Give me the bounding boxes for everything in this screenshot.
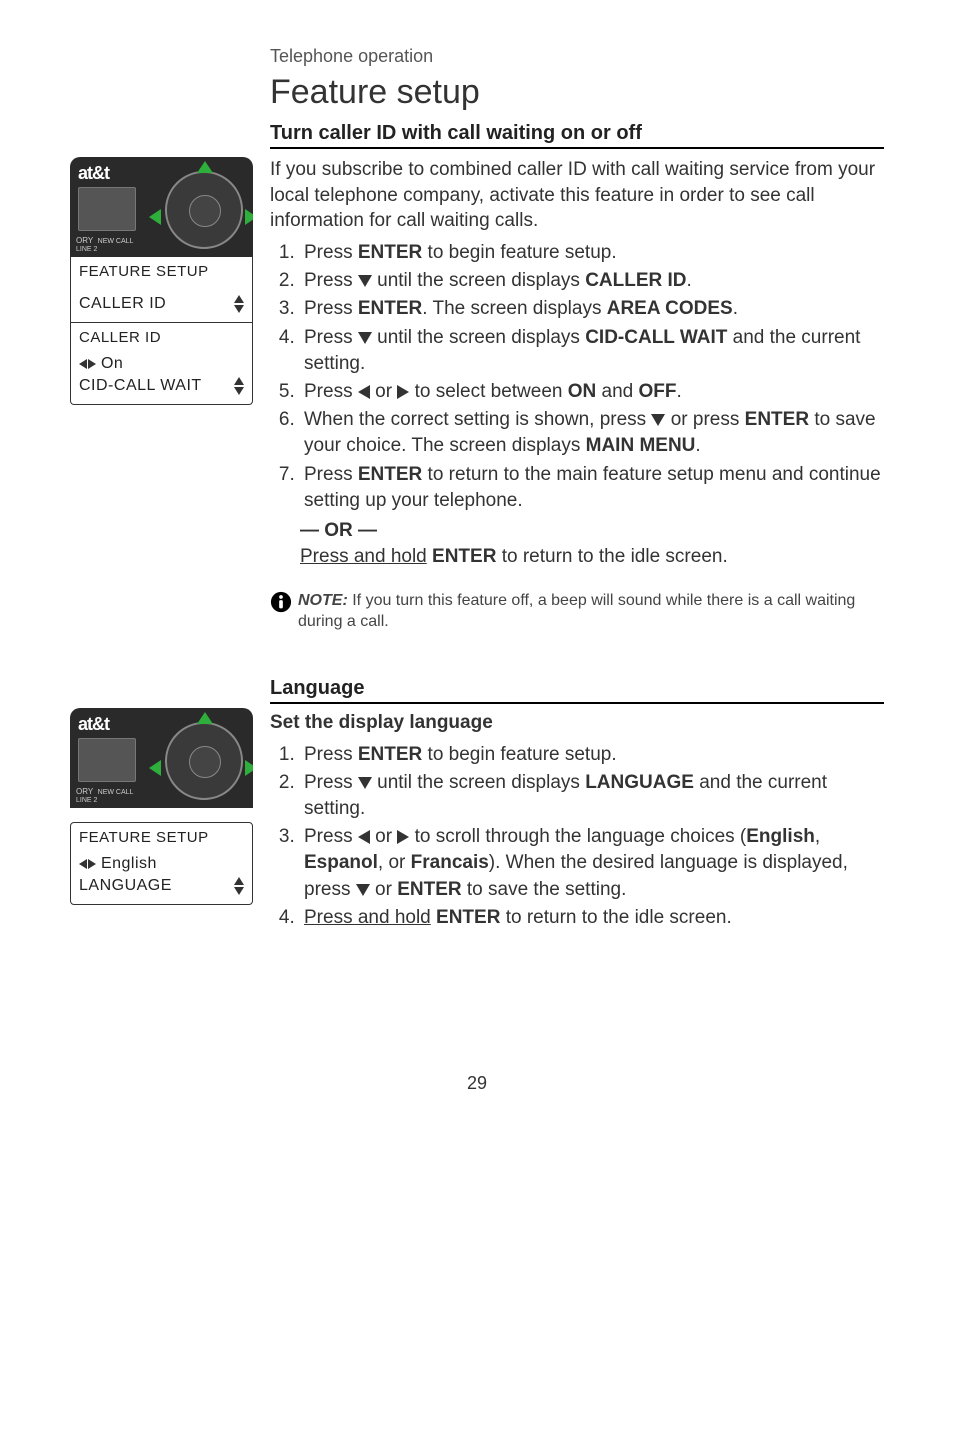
section1-intro: If you subscribe to combined caller ID w… [270,157,884,234]
lcd2-value: On [101,355,123,372]
lcd-standalone: FEATURE SETUP English LANGUAGE [70,822,253,905]
nav-ring: ENTER [165,171,243,249]
section1-steps: Press ENTER to begin feature setup. Pres… [270,240,884,514]
updown-icon [234,377,244,395]
step: Press and hold ENTER to return to the id… [300,905,884,931]
nav-ring: ENTER [165,722,243,800]
right-arrow-icon [397,385,409,399]
step: Press ENTER to begin feature setup. [300,240,884,266]
page-title: Feature setup [270,73,884,112]
step: When the correct setting is shown, press… [300,407,884,459]
phone-logo: at&t [78,163,109,183]
info-icon [270,591,292,613]
or-divider: — OR — [300,520,884,542]
step: Press ENTER to return to the main featur… [300,462,884,514]
step: Press ENTER to begin feature setup. [300,742,884,768]
leftright-icon [79,359,96,369]
phone-mini-screen [78,187,136,231]
phone-mini-screen [78,738,136,782]
step: Press or to scroll through the language … [300,824,884,903]
lcd-segment-1: FEATURE SETUP CALLER ID [71,257,252,322]
down-arrow-icon [358,275,372,287]
lcd1-line: CALLER ID [79,295,166,313]
breadcrumb: Telephone operation [270,46,884,67]
down-arrow-icon [358,332,372,344]
lcd-value: English [101,855,157,872]
step: Press until the screen displays LANGUAGE… [300,770,884,822]
step: Press or to select between ON and OFF. [300,379,884,405]
step: Press until the screen displays CALLER I… [300,268,884,294]
updown-icon [234,877,244,895]
phone-logo: at&t [78,714,109,734]
or-line: Press and hold ENTER to return to the id… [300,544,884,570]
phone-bottom-buttons: ORY NEW CALLLINE 2 [76,788,133,804]
down-arrow-icon [358,777,372,789]
lcd-title: FEATURE SETUP [79,829,244,846]
phone-bottom-buttons: ORY NEW CALLLINE 2 [76,237,133,253]
lcd-segment-2: CALLER ID On CID-CALL WAIT [71,322,252,404]
right-arrow-icon [397,830,409,844]
section1-heading: Turn caller ID with call waiting on or o… [270,122,884,145]
updown-icon [234,295,244,313]
section2-subheading: Set the display language [270,710,884,736]
note: NOTE: If you turn this feature off, a be… [270,590,884,633]
step: Press ENTER. The screen displays AREA CO… [300,296,884,322]
lcd2-line: CID-CALL WAIT [79,377,202,395]
phone-illustration-2: at&t ENTER ORY NEW CALLLINE 2 [70,708,253,808]
leftright-icon [79,859,96,869]
note-text: If you turn this feature off, a beep wil… [298,592,855,631]
note-label: NOTE: [298,592,348,609]
down-arrow-icon [356,884,370,896]
left-arrow-icon [358,830,370,844]
step: Press until the screen displays CID-CALL… [300,325,884,377]
section2-steps: Press ENTER to begin feature setup. Pres… [270,742,884,932]
left-arrow-icon [358,385,370,399]
section2-heading: Language [270,677,884,700]
lcd-line: LANGUAGE [79,877,172,895]
down-arrow-icon [651,414,665,426]
lcd2-title: CALLER ID [79,329,244,346]
phone-illustration-1: at&t ENTER ORY NEW CALLLINE 2 FEATURE SE… [70,157,253,405]
page-number: 29 [70,1073,884,1094]
lcd1-title: FEATURE SETUP [79,263,244,280]
